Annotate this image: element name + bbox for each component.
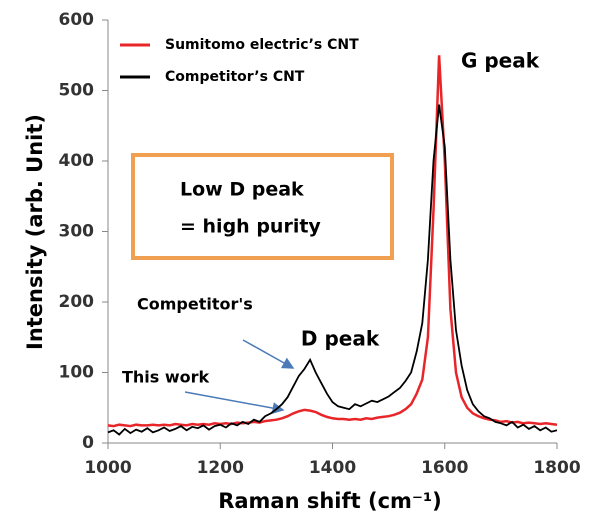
y-axis-title: Intensity (arb. Unit) — [23, 114, 47, 350]
series-line — [107, 104, 558, 436]
y-tick-label: 600 — [59, 10, 95, 30]
x-tick-label: 1800 — [533, 458, 580, 478]
annotation: Competitor's — [137, 295, 253, 314]
note-box — [131, 153, 394, 260]
legend-label: Sumitomo electric’s CNT — [165, 37, 359, 53]
annotation: G peak — [461, 49, 540, 73]
y-tick-label: 200 — [59, 292, 95, 312]
x-tick-label: 1400 — [309, 458, 356, 478]
annotation: Low D peak — [180, 179, 304, 201]
annotation: = high purity — [180, 216, 321, 238]
arrow — [242, 339, 295, 369]
y-tick-label: 500 — [59, 81, 95, 101]
y-tick-label: 400 — [59, 151, 95, 171]
x-tick-label: 1000 — [84, 458, 131, 478]
x-axis-title: Raman shift (cm⁻¹) — [218, 489, 442, 513]
arrow — [184, 391, 285, 415]
legend-label: Competitor’s CNT — [165, 69, 305, 85]
series-line — [107, 55, 558, 428]
y-tick-label: 0 — [82, 433, 94, 453]
y-tick-label: 300 — [59, 222, 95, 242]
x-tick-label: 1600 — [421, 458, 468, 478]
x-tick-label: 1200 — [197, 458, 244, 478]
y-tick-label: 100 — [59, 363, 95, 383]
annotation: This work — [122, 368, 210, 387]
annotation: D peak — [301, 327, 380, 351]
